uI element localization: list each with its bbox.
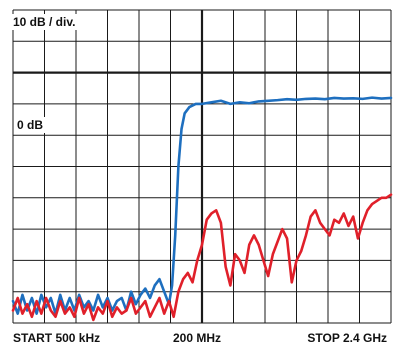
- x-tick-mid: 200 MHz: [173, 331, 221, 345]
- grid: [12, 9, 392, 324]
- series-line-red: [11, 193, 393, 322]
- scale-label-bg: [11, 14, 78, 30]
- x-tick-stop: STOP 2.4 GHz: [307, 331, 387, 345]
- scale-label: 10 dB / div.: [13, 15, 75, 29]
- reference-level-label-bg: [15, 117, 46, 133]
- reference-level-label: 0 dB: [17, 118, 43, 132]
- x-tick-start: START 500 kHz: [13, 331, 100, 345]
- series-layer: [11, 96, 393, 322]
- series-line-blue: [11, 96, 393, 315]
- labels: 10 dB / div. 0 dB START 500 kHz 200 MHz …: [11, 14, 387, 345]
